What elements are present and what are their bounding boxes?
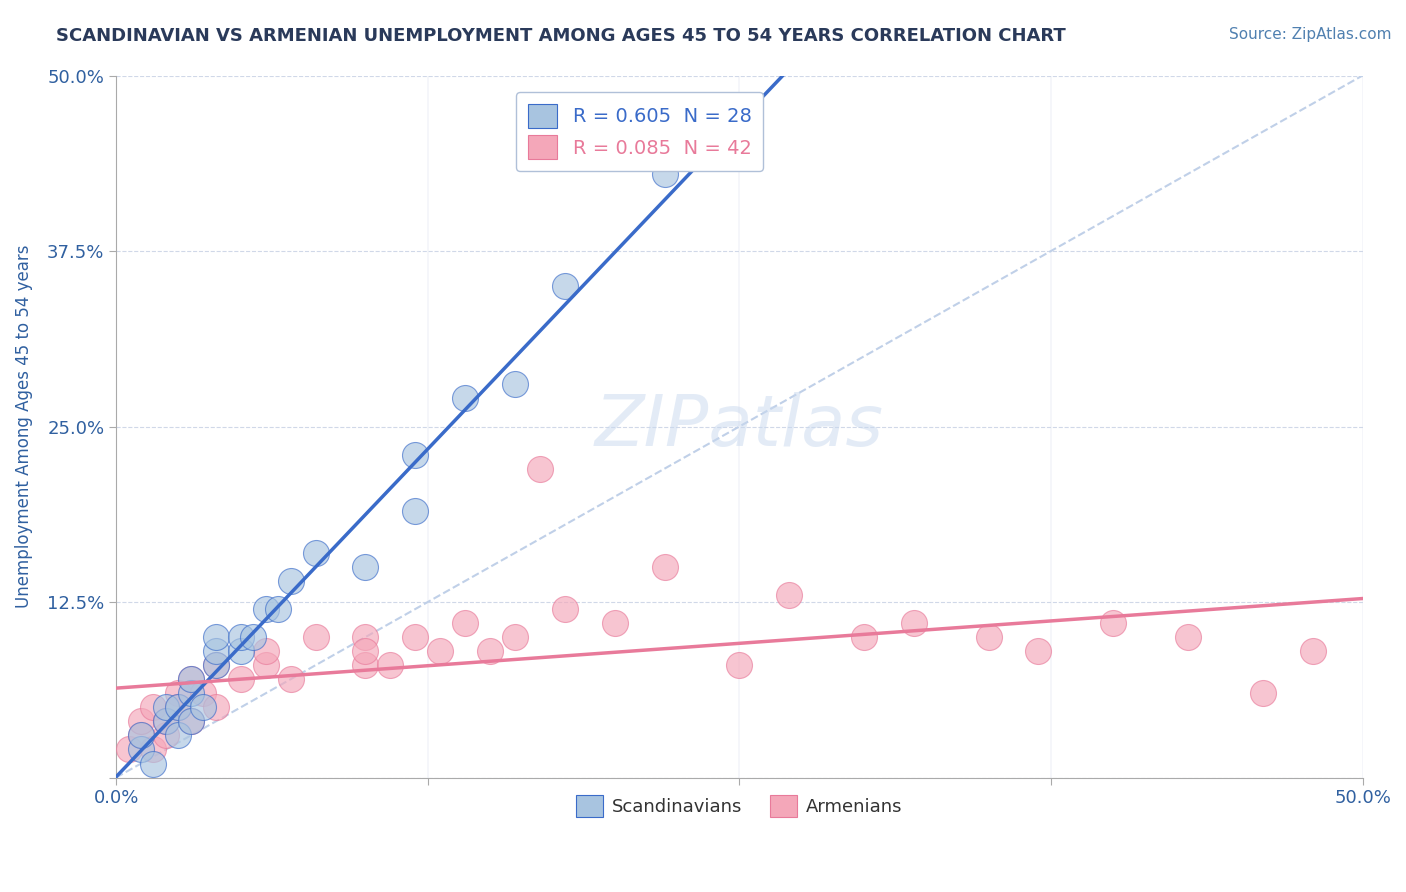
- Point: [204, 644, 226, 658]
- Text: Source: ZipAtlas.com: Source: ZipAtlas.com: [1229, 27, 1392, 42]
- Point: [155, 700, 177, 714]
- Point: [380, 658, 402, 673]
- Point: [903, 616, 925, 631]
- Point: [155, 714, 177, 729]
- Point: [404, 630, 426, 644]
- Point: [155, 714, 177, 729]
- Point: [193, 700, 215, 714]
- Point: [1251, 686, 1274, 700]
- Point: [204, 658, 226, 673]
- Point: [129, 714, 152, 729]
- Point: [354, 658, 377, 673]
- Point: [503, 630, 526, 644]
- Point: [554, 602, 576, 616]
- Point: [454, 392, 477, 406]
- Point: [304, 546, 326, 560]
- Point: [852, 630, 875, 644]
- Text: ZIPatlas: ZIPatlas: [595, 392, 884, 461]
- Point: [654, 167, 676, 181]
- Point: [254, 658, 277, 673]
- Point: [167, 700, 190, 714]
- Point: [354, 630, 377, 644]
- Point: [267, 602, 290, 616]
- Point: [280, 673, 302, 687]
- Point: [117, 742, 139, 756]
- Y-axis label: Unemployment Among Ages 45 to 54 years: Unemployment Among Ages 45 to 54 years: [15, 244, 32, 608]
- Point: [229, 644, 252, 658]
- Point: [354, 644, 377, 658]
- Point: [242, 630, 264, 644]
- Point: [229, 630, 252, 644]
- Point: [554, 279, 576, 293]
- Point: [1102, 616, 1125, 631]
- Point: [454, 616, 477, 631]
- Point: [404, 504, 426, 518]
- Point: [229, 673, 252, 687]
- Point: [503, 377, 526, 392]
- Point: [129, 728, 152, 742]
- Point: [1177, 630, 1199, 644]
- Point: [167, 686, 190, 700]
- Point: [479, 644, 502, 658]
- Point: [778, 588, 800, 602]
- Point: [180, 673, 202, 687]
- Point: [304, 630, 326, 644]
- Point: [404, 448, 426, 462]
- Point: [1028, 644, 1050, 658]
- Text: SCANDINAVIAN VS ARMENIAN UNEMPLOYMENT AMONG AGES 45 TO 54 YEARS CORRELATION CHAR: SCANDINAVIAN VS ARMENIAN UNEMPLOYMENT AM…: [56, 27, 1066, 45]
- Point: [167, 700, 190, 714]
- Point: [204, 630, 226, 644]
- Point: [129, 728, 152, 742]
- Point: [254, 602, 277, 616]
- Point: [142, 700, 165, 714]
- Point: [204, 700, 226, 714]
- Point: [142, 742, 165, 756]
- Point: [429, 644, 451, 658]
- Point: [529, 461, 551, 475]
- Point: [280, 574, 302, 588]
- Point: [142, 756, 165, 771]
- Point: [180, 714, 202, 729]
- Point: [180, 714, 202, 729]
- Point: [728, 658, 751, 673]
- Point: [977, 630, 1000, 644]
- Point: [155, 728, 177, 742]
- Legend: Scandinavians, Armenians: Scandinavians, Armenians: [569, 789, 910, 825]
- Point: [180, 673, 202, 687]
- Point: [603, 616, 626, 631]
- Point: [654, 560, 676, 574]
- Point: [167, 728, 190, 742]
- Point: [254, 644, 277, 658]
- Point: [129, 742, 152, 756]
- Point: [1302, 644, 1324, 658]
- Point: [180, 686, 202, 700]
- Point: [204, 658, 226, 673]
- Point: [354, 560, 377, 574]
- Point: [193, 686, 215, 700]
